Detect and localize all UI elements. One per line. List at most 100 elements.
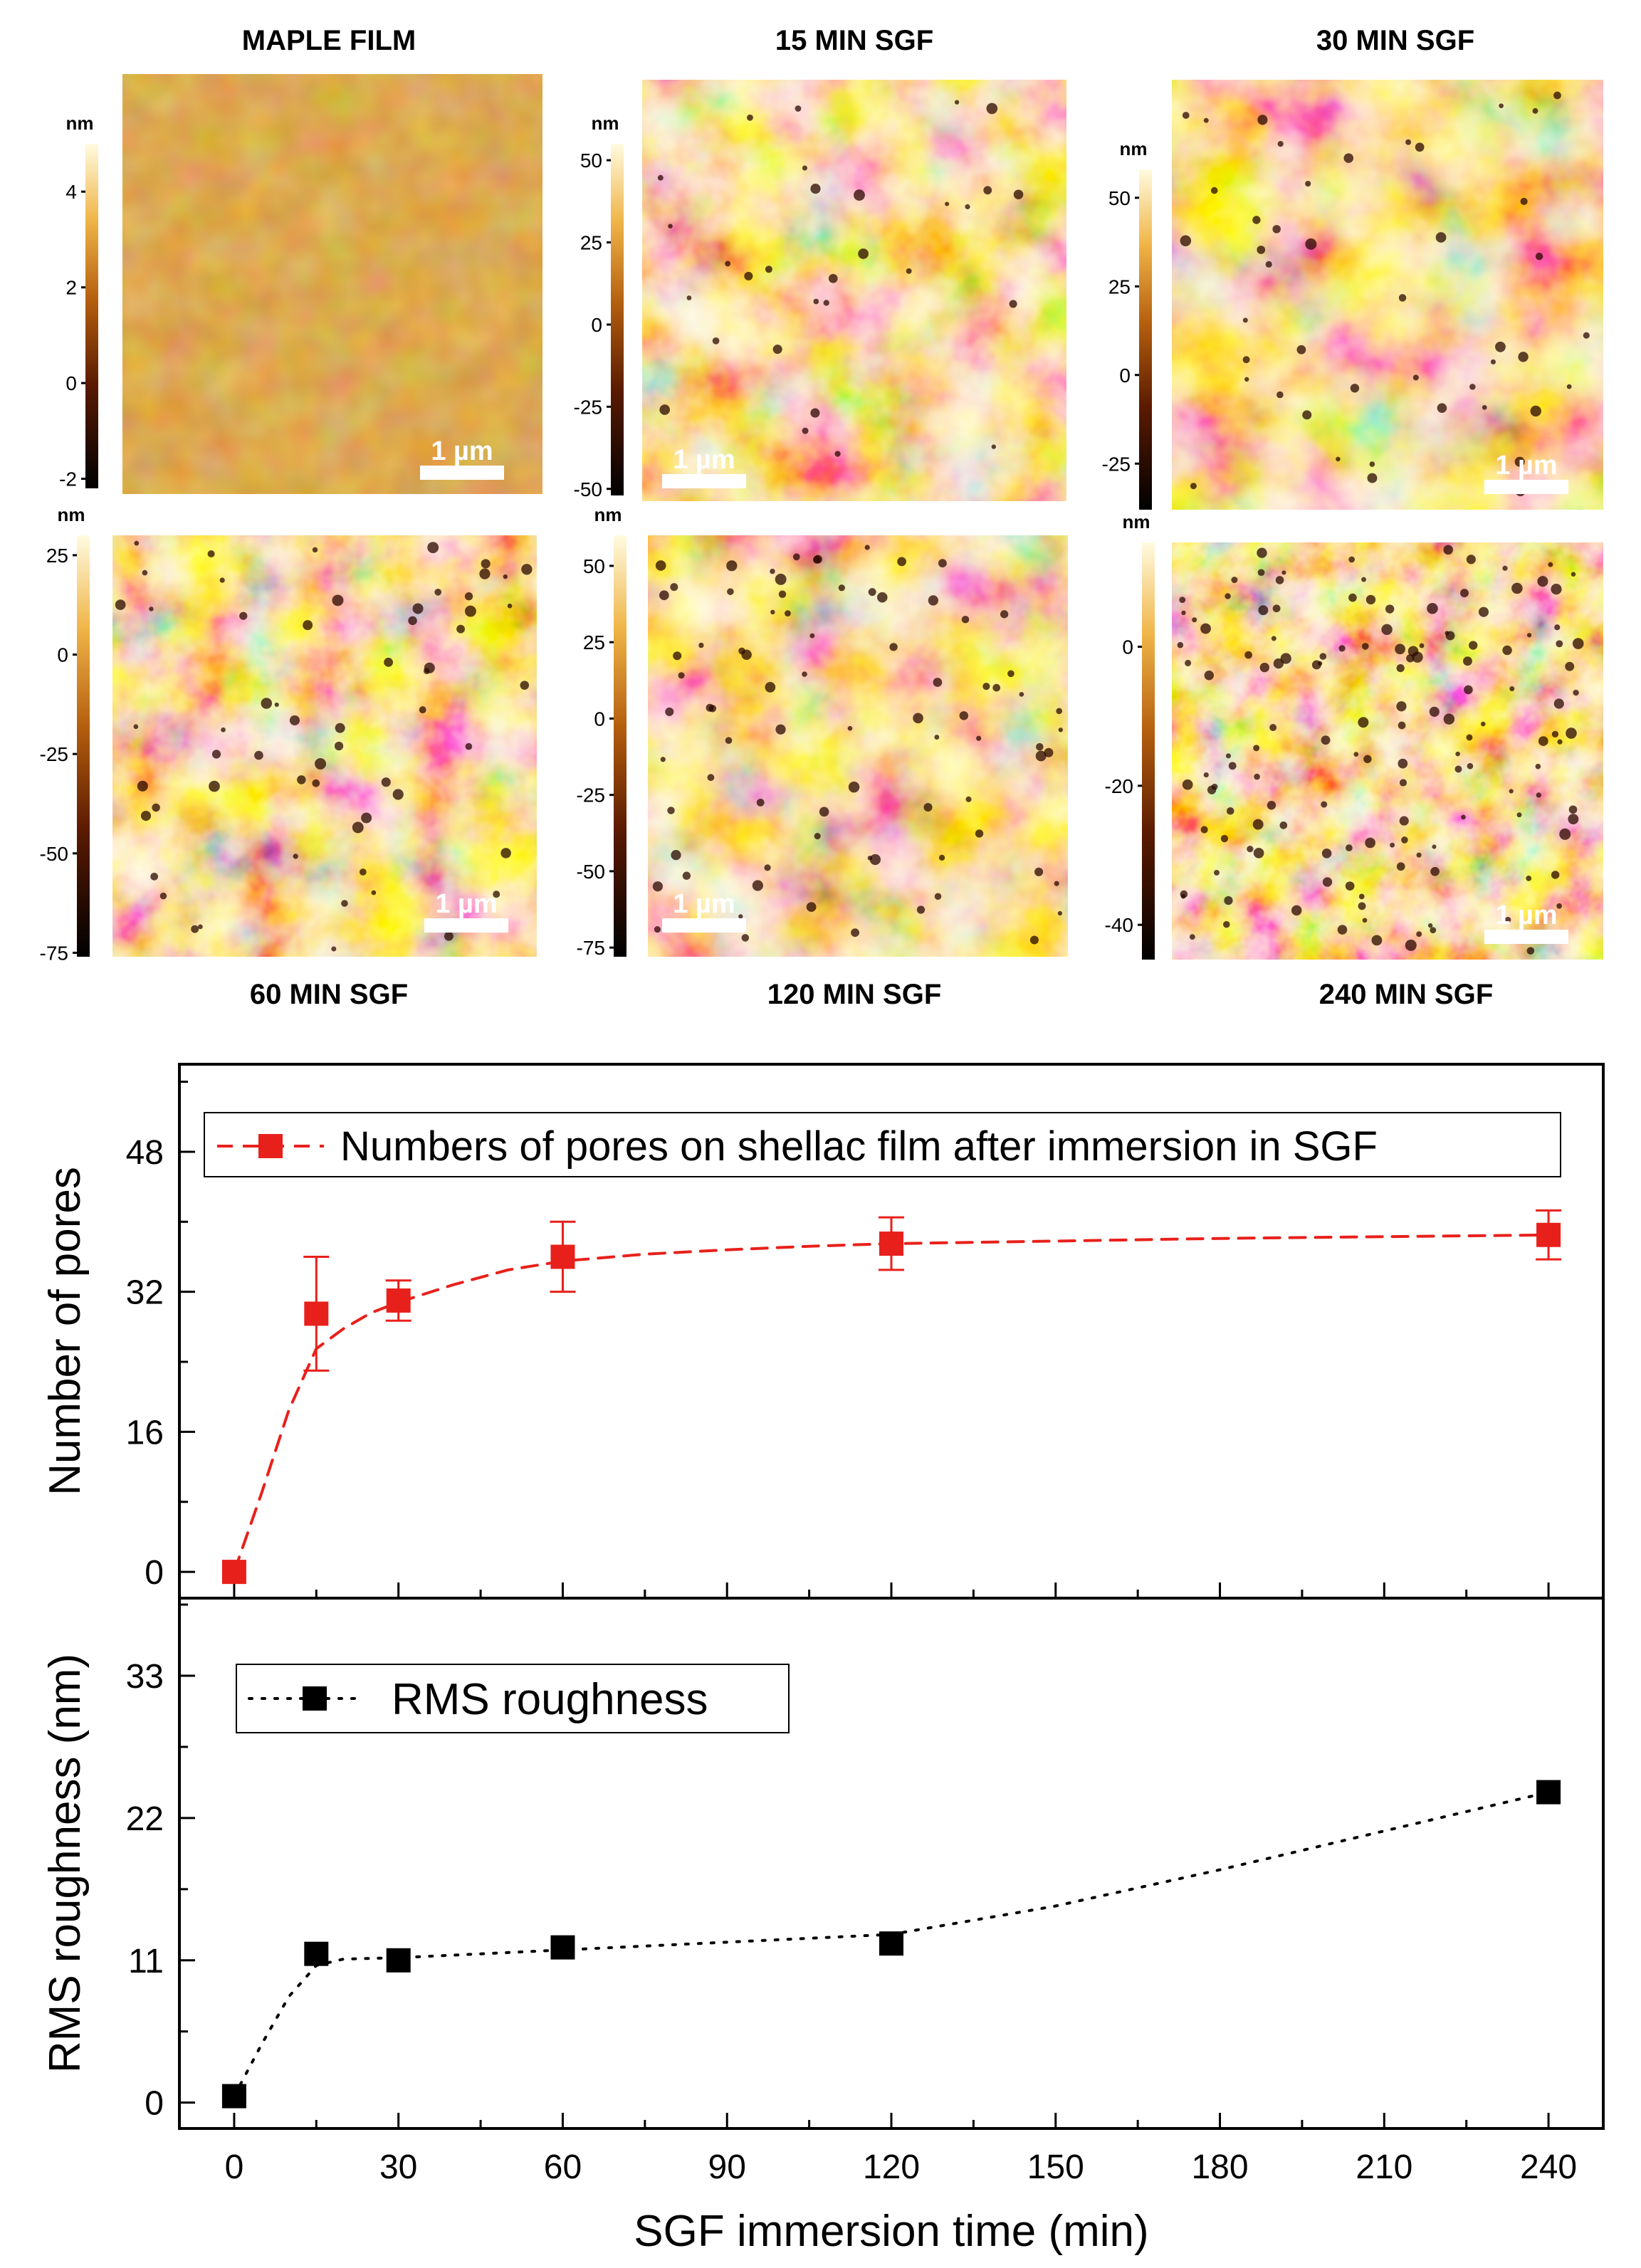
pore [819, 807, 829, 817]
pore [982, 683, 990, 691]
pore [1317, 661, 1323, 666]
pore [802, 165, 807, 171]
pore [660, 757, 666, 762]
pore [1277, 140, 1284, 147]
x-tick-label: 150 [1027, 2148, 1084, 2186]
x-tick-label: 90 [708, 2148, 746, 2186]
pore [149, 607, 154, 611]
x-tick-label: 120 [863, 2148, 920, 2186]
pore [678, 672, 685, 679]
pore [331, 946, 337, 952]
pore [1559, 828, 1571, 840]
pore [1398, 758, 1408, 769]
pore [289, 715, 300, 725]
pore [1019, 692, 1024, 697]
pore [983, 186, 992, 195]
pore [334, 741, 344, 751]
pore [1338, 645, 1346, 652]
pore [1305, 238, 1317, 250]
pore [1281, 570, 1286, 575]
pore [1269, 724, 1277, 731]
data-point [221, 2084, 246, 2109]
pore [834, 451, 841, 457]
colorbar-unit: nm [66, 112, 94, 134]
pore [1462, 656, 1472, 666]
scale-bar-label: 1 µm [1495, 901, 1557, 930]
pore [500, 848, 511, 859]
scale-bar [662, 474, 746, 488]
pore [806, 902, 817, 912]
pore [1057, 910, 1063, 916]
pore [667, 807, 675, 814]
pore [954, 100, 960, 105]
y-axis-label: RMS roughness (nm) [41, 1654, 90, 2073]
pore [1435, 232, 1447, 243]
pore [738, 914, 743, 919]
legend-box [204, 1112, 1561, 1177]
pore [1353, 752, 1359, 757]
pore [1565, 661, 1575, 671]
pore [381, 777, 391, 787]
pore [1427, 602, 1438, 614]
pore [1430, 866, 1440, 876]
pore [858, 248, 869, 259]
pore [1390, 842, 1395, 848]
colorbar-unit: nm [58, 504, 85, 525]
pore [1516, 812, 1522, 818]
pore [1058, 728, 1063, 733]
pore [1365, 594, 1376, 605]
pore [1272, 225, 1281, 233]
afm-images: 1 µm 4 2 0 -2 nm MAPLE FILM 1 µm 50 25 0 -25 -50 nm 15… [40, 25, 1603, 1010]
pore [1509, 686, 1515, 692]
pore [520, 681, 530, 690]
pore [1495, 341, 1506, 352]
y-tick-label: 48 [126, 1134, 164, 1172]
pore [876, 592, 888, 603]
pore [521, 564, 533, 575]
colorbar-tick-label: -50 [40, 843, 68, 865]
data-point [879, 1931, 903, 1956]
pore [1461, 814, 1466, 820]
pore [810, 183, 821, 194]
pore [1035, 750, 1047, 762]
pore [813, 298, 819, 305]
pore [752, 880, 763, 891]
pore [352, 821, 364, 834]
pore [1553, 698, 1564, 709]
pore [1034, 867, 1044, 876]
pore [1190, 483, 1197, 490]
pore [1257, 547, 1267, 558]
y-axis-label: Number of pores [41, 1167, 90, 1496]
colorbar [85, 144, 98, 488]
pore [1464, 685, 1473, 695]
colorbar-tick-label: -25 [40, 743, 68, 765]
pore [115, 599, 126, 610]
pore [1518, 352, 1529, 362]
pore [741, 649, 752, 660]
pore [1275, 576, 1284, 584]
pore [1548, 562, 1553, 567]
x-axis-label: SGF immersion time (min) [634, 2207, 1148, 2256]
pore [1225, 593, 1231, 599]
legend-marker [303, 1686, 327, 1711]
pore [341, 900, 348, 907]
pore [1253, 847, 1264, 859]
pore [1343, 153, 1354, 163]
pore [464, 605, 476, 617]
pore [814, 832, 821, 840]
pore [1296, 345, 1306, 355]
pore [1537, 576, 1548, 587]
pore [1367, 473, 1378, 483]
pore [810, 408, 820, 418]
colorbar-tick-label: 25 [1108, 275, 1131, 298]
pore [1007, 670, 1015, 678]
pore [1502, 645, 1512, 656]
pore [1385, 604, 1395, 614]
pore [1454, 765, 1462, 773]
pore [854, 189, 865, 201]
pore [221, 727, 226, 733]
y-tick-label: 0 [145, 1554, 164, 1592]
pore [274, 702, 279, 708]
scale-bar [420, 466, 504, 480]
pore [1429, 706, 1440, 717]
